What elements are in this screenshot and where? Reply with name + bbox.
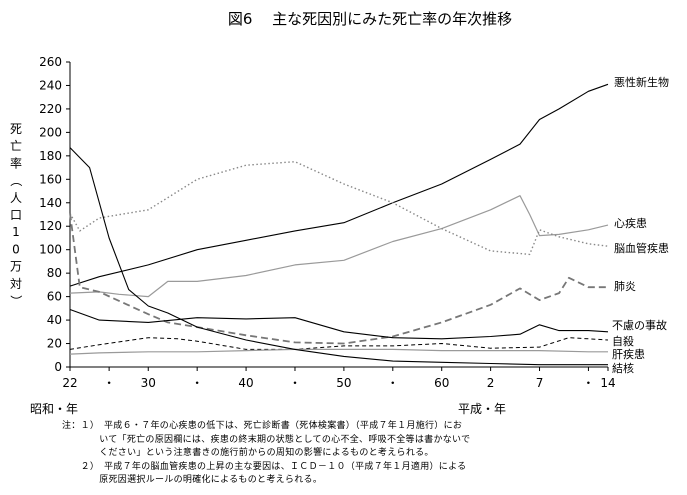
y-tick-label: 20 [47, 337, 62, 351]
y-tick-label: 0 [54, 360, 62, 374]
series-line [69, 213, 608, 345]
note-line: ください」という注意書きの施行前からの周知の影響によるものと考えられる。 [62, 448, 434, 458]
note-line: 原死因選択ルールの明確化によるものと考えられる。 [62, 475, 323, 485]
x-tick-label: ・ [289, 376, 301, 390]
y-label-char: 人 [10, 191, 22, 205]
series-label: 不慮の事故 [612, 318, 667, 332]
x-tick-label: ・ [191, 376, 203, 390]
series-label: 悪性新生物 [614, 75, 669, 89]
y-label-char: 亡 [10, 139, 22, 153]
series-label: 自殺 [612, 334, 634, 348]
y-label-char: 率 [10, 155, 22, 170]
series-label: 結核 [612, 361, 634, 375]
series-line [69, 348, 608, 355]
heisei-era-label: 平成・年 [458, 402, 506, 416]
y-tick-label: 220 [39, 102, 62, 116]
y-tick-label: 180 [39, 149, 62, 163]
x-tick-label: 22 [62, 376, 77, 390]
series-line [69, 337, 609, 350]
x-tick-label: 60 [434, 376, 449, 390]
series-label: 心疾患 [614, 216, 647, 230]
series-group [69, 83, 609, 366]
series-label: 肝疾患 [612, 347, 645, 361]
y-tick-label: 120 [39, 219, 62, 233]
series-line [69, 195, 609, 298]
series-label: 肺炎 [614, 280, 636, 293]
x-tick-label: ・ [387, 376, 399, 390]
y-tick-label: 160 [39, 172, 62, 186]
y-label-char: ） [9, 295, 23, 307]
series-line [69, 83, 609, 287]
series-line [69, 308, 609, 340]
x-tick-label: 2 [487, 376, 495, 390]
note-line: ２） 平成７年の脳血管疾患の上昇の主な要因は、ＩＣＤ－１０（平成７年１月適用）に… [62, 461, 467, 472]
x-tick-label: 30 [141, 376, 156, 390]
x-tick-label: ・ [582, 376, 594, 390]
x-tick-label: 40 [238, 376, 253, 390]
y-label-char: 1 [12, 225, 20, 239]
y-label-char: 0 [12, 242, 20, 256]
y-tick-label: 260 [39, 55, 62, 69]
y-label-char: 死 [10, 122, 22, 136]
y-tick-label: 240 [39, 78, 62, 92]
x-tick-label: 7 [536, 376, 544, 390]
footnotes: 注：１） 平成６・７年の心疾患の低下は、死亡診断書（死体検案書）（平成７年１月施… [62, 420, 662, 488]
note-line: いて「死亡の原因欄には、疾患の終末期の状態としての心不全、呼吸不全等は書かないで [62, 434, 471, 445]
y-label-char: （ [9, 175, 23, 187]
x-tick-label: ・ [103, 376, 115, 390]
y-tick-label: 100 [39, 243, 62, 257]
y-tick-label: 40 [47, 313, 62, 327]
series-label: 脳血管疾患 [614, 241, 669, 255]
chart-title: 図6 主な死因別にみた死亡率の年次推移 [228, 10, 512, 28]
note-line: 注：１） 平成６・７年の心疾患の低下は、死亡診断書（死体検案書）（平成７年１月施… [62, 421, 463, 431]
y-tick-label: 140 [39, 196, 62, 210]
x-tick-label: 14 [600, 376, 615, 390]
y-tick-label: 200 [39, 125, 62, 139]
series-line [69, 160, 609, 256]
y-tick-label: 60 [47, 290, 62, 304]
y-label-char: 対 [10, 277, 22, 291]
series-line [69, 147, 608, 366]
y-axis-label: 死亡率 （ 人口 1 0 万対 ） [9, 122, 23, 307]
y-label-char: 万 [10, 260, 22, 274]
showa-era-label: 昭和・年 [30, 402, 78, 416]
y-tick-label: 80 [47, 266, 62, 280]
y-label-char: 口 [10, 208, 22, 222]
x-tick-label: 50 [336, 376, 351, 390]
